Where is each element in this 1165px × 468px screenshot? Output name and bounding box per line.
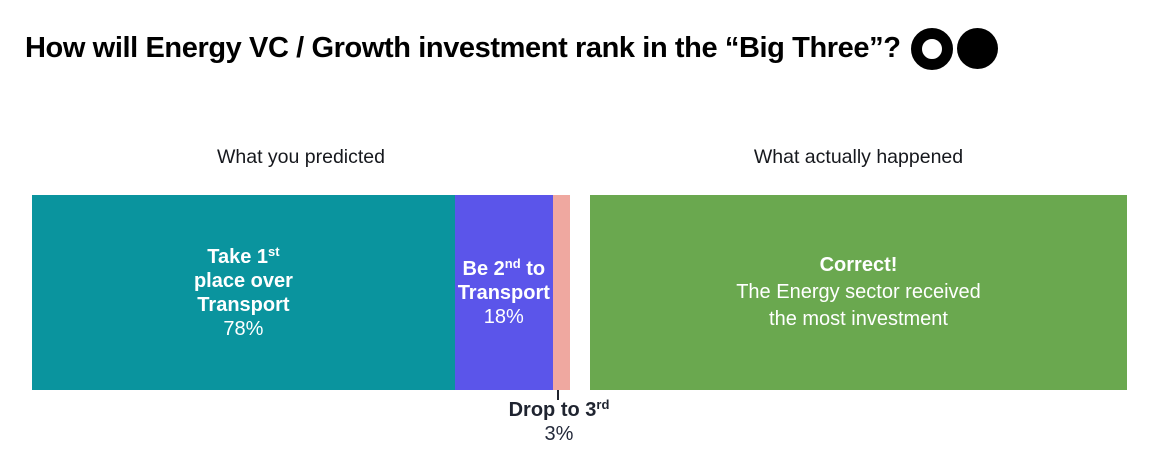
result-line: the most investment — [769, 308, 948, 330]
result-line: Correct! — [819, 254, 898, 276]
segment-second-to-transport: Be 2nd to Transport 18% — [454, 195, 553, 390]
title-row: How will Energy VC / Growth investment r… — [25, 27, 1145, 70]
ordinal-suffix: st — [268, 243, 280, 259]
drop-to-third-callout: Drop to 3rd 3% — [459, 398, 659, 446]
predicted-column-header: What you predicted — [216, 146, 385, 168]
filled-circle-icon[interactable] — [956, 28, 998, 69]
callout-label: Drop to 3rd — [508, 397, 610, 421]
ordinal-suffix: rd — [596, 397, 610, 413]
segment-take-first-place: Take 1st place over Transport 78% — [32, 195, 455, 390]
segment-line: place over — [193, 269, 293, 292]
segment-percentage: 18% — [483, 305, 524, 328]
ordinal-suffix: nd — [504, 255, 521, 271]
segment-line: Be 2nd to — [462, 255, 546, 280]
actual-result-label: Correct! The Energy sector received the … — [736, 252, 981, 333]
segment-line: Take 1st — [207, 243, 280, 268]
segment-line: Transport — [197, 293, 290, 316]
segment-line: Transport — [457, 281, 550, 304]
callout-percentage: 3% — [544, 423, 574, 445]
hollow-circle-icon[interactable] — [910, 27, 953, 70]
segment-drop-to-third — [552, 195, 570, 390]
callout-tick-line — [557, 390, 559, 400]
progress-dots — [910, 27, 998, 70]
actual-column-header: What actually happened — [753, 146, 964, 168]
predicted-stacked-bar: Take 1st place over Transport 78% Be 2nd… — [32, 195, 570, 390]
segment-second-label: Be 2nd to Transport 18% — [458, 257, 550, 329]
page-title: How will Energy VC / Growth investment r… — [25, 32, 901, 64]
segment-percentage: 78% — [223, 317, 264, 340]
result-line: The Energy sector received — [736, 281, 981, 303]
segment-take-first-label: Take 1st place over Transport 78% — [194, 245, 293, 341]
actual-result-box: Correct! The Energy sector received the … — [590, 195, 1127, 390]
